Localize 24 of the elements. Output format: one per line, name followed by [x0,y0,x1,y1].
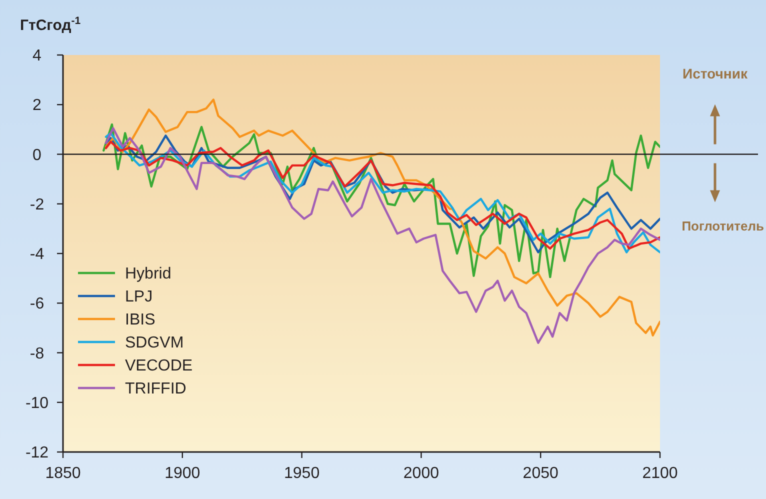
y-tick-label: -12 [25,444,49,462]
legend-label: VECODE [125,358,193,375]
y-axis-title: ГтСгод$^{-1}$ [20,15,81,34]
text: Поглотитель [682,218,764,234]
x-tick-label: 2100 [642,465,678,482]
y-tick-label: -2 [30,196,44,214]
y-tick-label: 4 [32,48,42,65]
y-tick-label: 2 [32,97,42,114]
y-tick-label: -10 [25,394,49,412]
y-tick-label: 0 [32,146,42,164]
x-tick-label: 1850 [45,465,81,482]
x-tick-label: 2000 [403,465,440,482]
x-tick-label: 1950 [284,465,320,482]
y-tick-label: -4 [30,246,44,264]
text: Источник [682,65,748,82]
y-tick-label: -6 [30,296,44,313]
x-tick-label: 2050 [522,465,558,482]
legend-label: SDGVM [125,334,184,352]
y-tick-label: -8 [30,345,44,362]
legend-label: Hybrid [125,266,172,283]
legend-label: IBIS [125,312,156,329]
legend-label: LPJ [125,288,153,306]
x-tick-label: 1900 [164,465,200,482]
legend-label: TRIFFID [125,380,186,398]
